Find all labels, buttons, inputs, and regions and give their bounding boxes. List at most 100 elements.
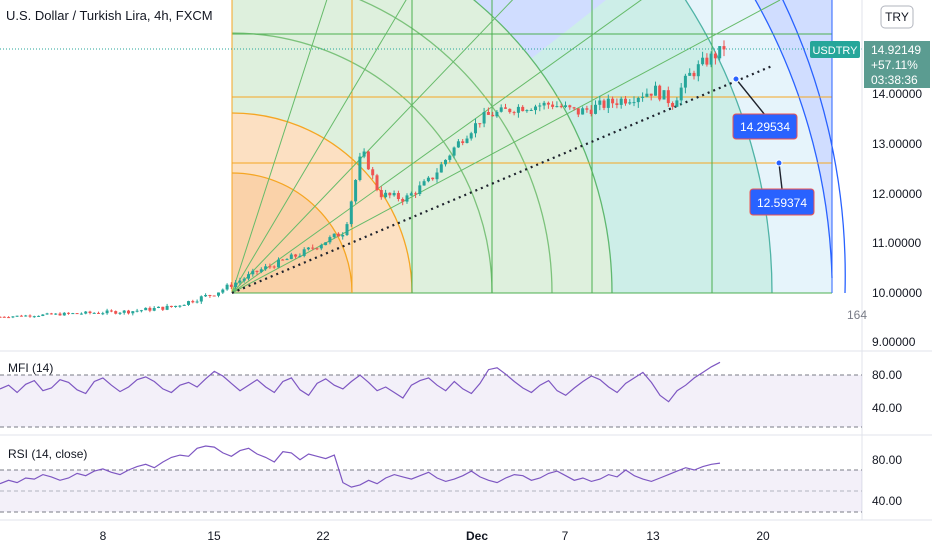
candle [555, 101, 559, 108]
candle [564, 101, 567, 109]
fib-arc [472, 0, 613, 294]
candle-body [75, 313, 79, 315]
candle [71, 312, 75, 315]
candle [169, 305, 173, 308]
candle-body [564, 105, 567, 107]
candle [114, 310, 118, 315]
trend-line[interactable] [231, 64, 773, 295]
candle [191, 299, 195, 304]
candle [204, 293, 208, 297]
candle-body [688, 72, 692, 76]
candle-body [469, 133, 473, 139]
candle [362, 148, 366, 159]
currency-button-label[interactable]: TRY [885, 10, 909, 24]
candle [384, 189, 388, 199]
symbol-tag[interactable]: USDTRY [810, 41, 860, 58]
candle-body [606, 98, 610, 108]
candle-body [277, 259, 280, 268]
candle [414, 191, 418, 198]
candle-body [722, 46, 726, 50]
candle-body [178, 305, 182, 307]
candle [242, 277, 246, 283]
y-tick-label: 12.00000 [872, 187, 922, 201]
mfi-label[interactable]: MFI (14) [8, 361, 53, 375]
candle-body [405, 195, 409, 202]
rsi-tick-label: 40.00 [872, 494, 902, 508]
candle [354, 179, 358, 204]
y-tick-label: 14.00000 [872, 87, 922, 101]
candle [79, 312, 83, 315]
candle [688, 68, 692, 76]
price-tag[interactable]: 14.92149 +57.11% 03:38:36 [864, 41, 930, 88]
candle [431, 177, 435, 181]
candle [139, 309, 143, 313]
candle-body [49, 313, 53, 315]
candle-body [705, 57, 709, 65]
candle-body [546, 102, 550, 105]
candle [122, 310, 126, 315]
x-tick-label: 13 [646, 529, 660, 543]
candle-body [431, 177, 435, 180]
candle [358, 152, 362, 182]
candle [41, 314, 45, 317]
candle-body [602, 100, 606, 108]
candle [277, 257, 280, 268]
callout-upper[interactable]: 14.29534 [732, 75, 798, 140]
callout-anchor[interactable] [775, 159, 783, 167]
rsi-label[interactable]: RSI (14, close) [8, 447, 87, 461]
candle [212, 295, 216, 297]
candle [598, 95, 602, 111]
callout-box[interactable] [749, 188, 815, 216]
x-tick-label: 15 [207, 529, 221, 543]
fib-arc [782, 0, 846, 294]
candle-body [208, 295, 212, 296]
candle-body [332, 233, 336, 238]
candle [679, 83, 683, 105]
candle-body [289, 254, 293, 260]
gann-fan-line [231, 0, 407, 294]
candle [632, 96, 636, 107]
candle-body [264, 266, 268, 270]
candle-body [229, 284, 233, 287]
callout-anchor[interactable] [732, 75, 740, 83]
candle [486, 107, 490, 115]
candle [285, 258, 289, 261]
candle [559, 103, 563, 109]
fib-arc [231, 172, 353, 294]
candle [576, 108, 580, 118]
candle-body [696, 64, 700, 77]
callout-box[interactable] [732, 113, 798, 140]
candle [328, 235, 332, 245]
candle [589, 105, 593, 117]
currency-button-bg[interactable] [880, 5, 914, 29]
callout-connector [735, 78, 766, 116]
candle [161, 306, 165, 311]
candle-body [598, 100, 602, 105]
candle-body [11, 316, 15, 318]
candle [187, 300, 190, 306]
candle-body [259, 269, 263, 272]
candle [465, 135, 469, 144]
candle [311, 244, 315, 251]
currency-button[interactable]: TRY [880, 5, 914, 29]
gann-fib-overlay[interactable] [231, 0, 846, 295]
candle-body [268, 266, 272, 268]
candle [418, 181, 422, 196]
rsi-pane[interactable] [0, 445, 862, 513]
candle [259, 267, 263, 274]
candle [366, 150, 370, 170]
candle [349, 200, 353, 227]
candle [294, 253, 298, 259]
candle [671, 101, 675, 110]
candle-body [7, 317, 11, 319]
candle [37, 315, 41, 317]
candle-body [58, 313, 62, 316]
mfi-pane[interactable] [0, 361, 862, 428]
gann-fan-line [231, 0, 781, 294]
candle [628, 99, 632, 105]
candle [306, 247, 310, 251]
callout-lower[interactable]: 12.59374 [749, 159, 815, 216]
candle [144, 307, 148, 311]
